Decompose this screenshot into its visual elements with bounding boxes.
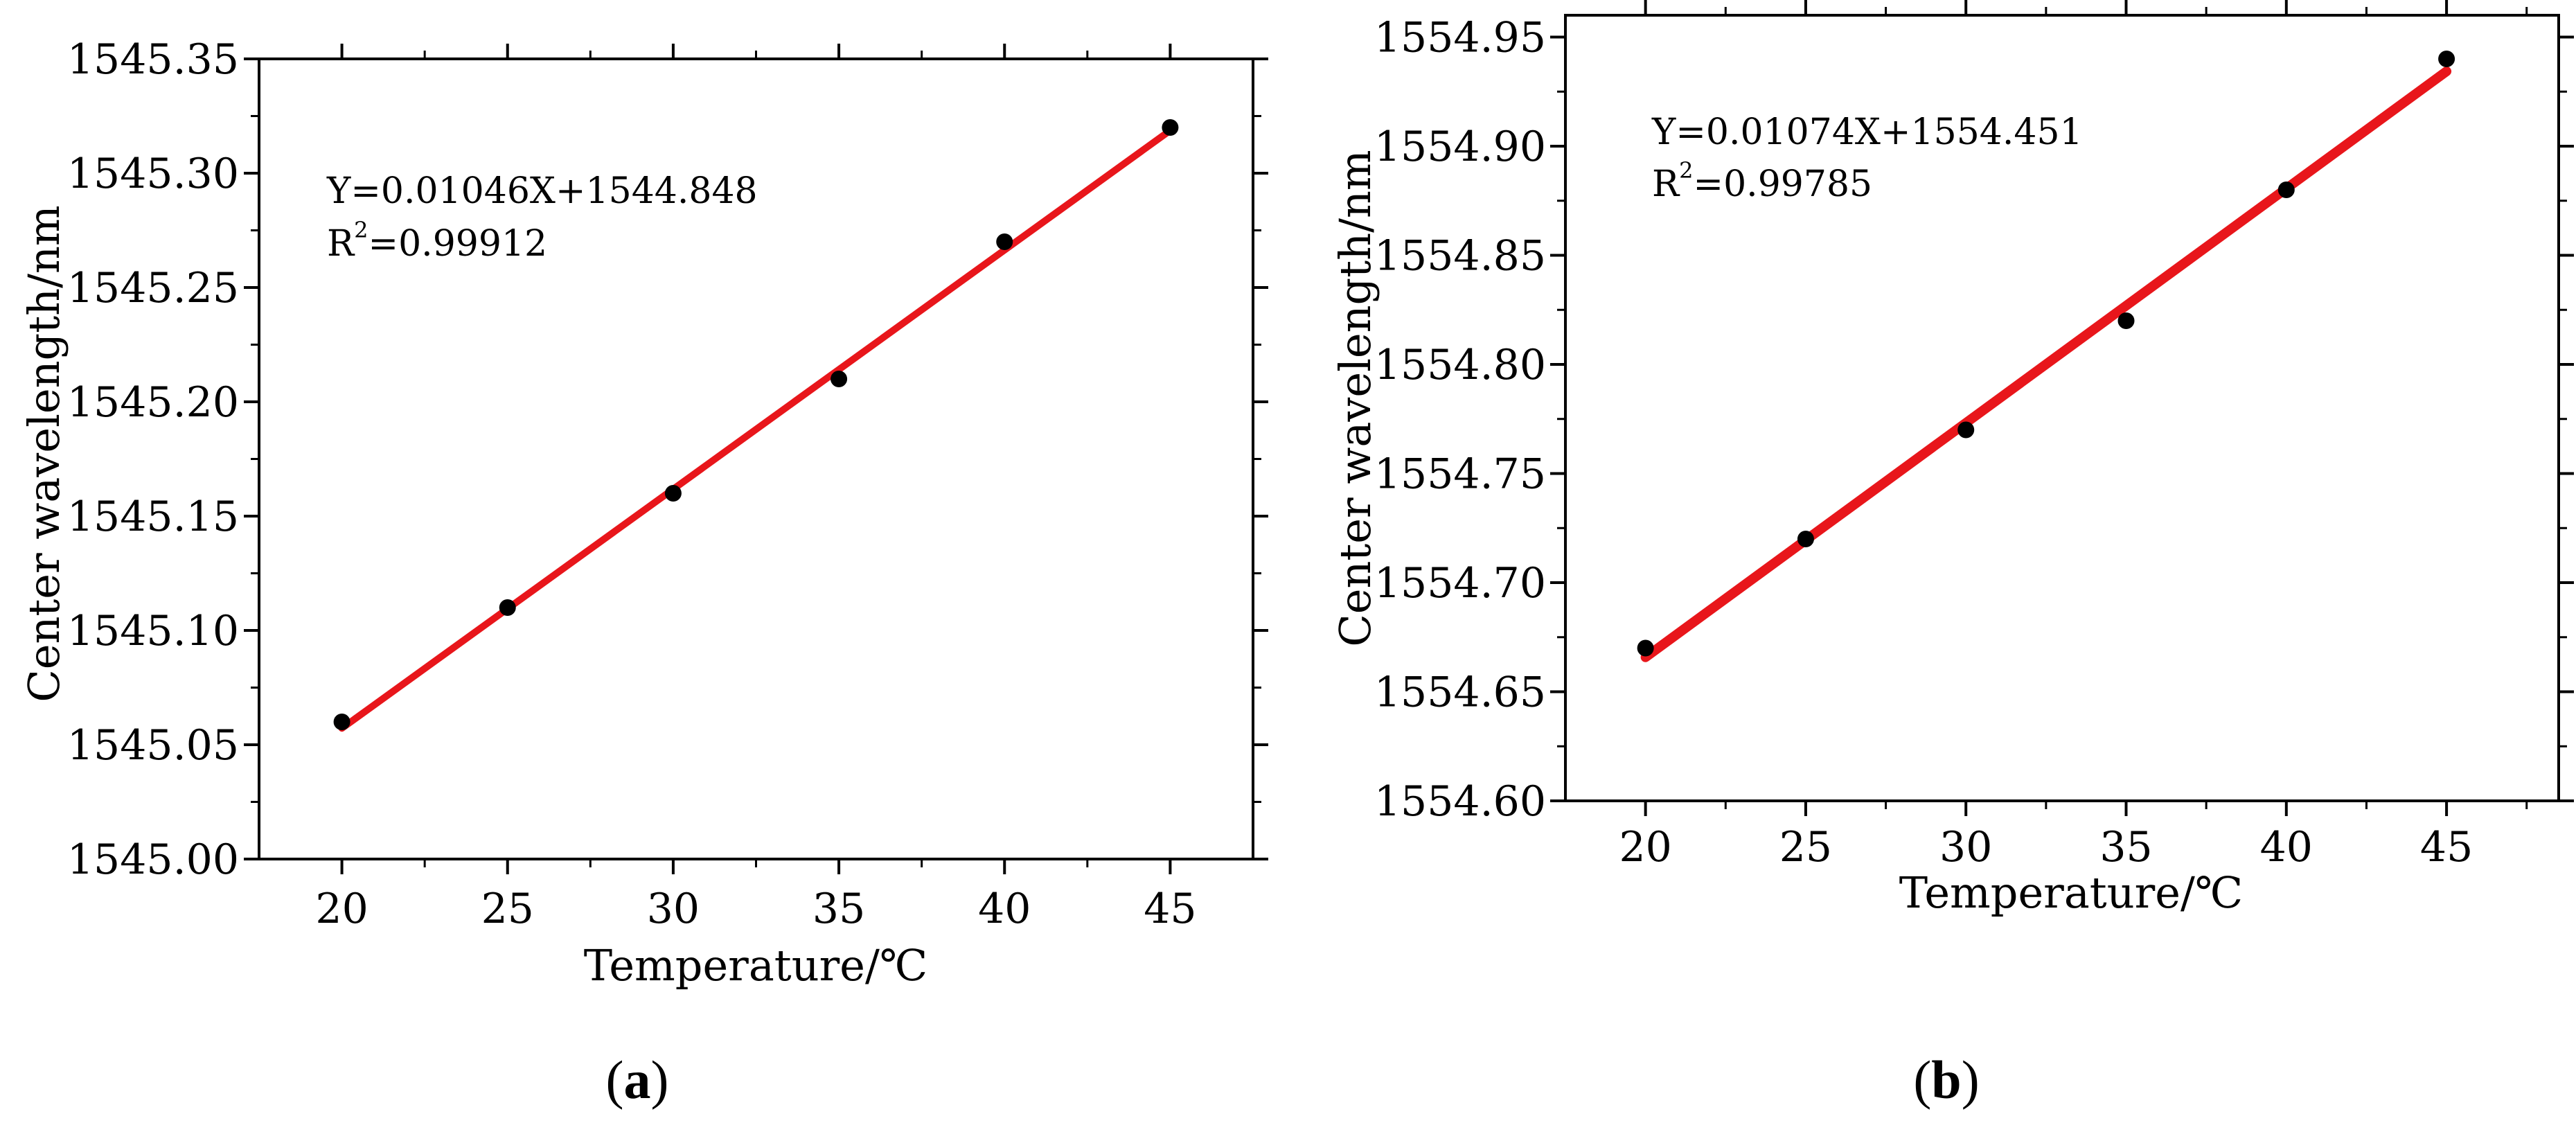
- fit-line-b: [1640, 66, 2452, 662]
- y-tick-label-a: 1545.30: [67, 150, 239, 198]
- y-tick-label-b: 1554.85: [1374, 232, 1546, 281]
- data-point-b: [1637, 639, 1654, 657]
- x-tick-label-b: 45: [2420, 823, 2473, 872]
- y-tick-label-b: 1554.65: [1374, 669, 1546, 717]
- y-tick-label-a: 1545.20: [67, 378, 239, 427]
- r2-text-b: R2=0.99785: [1652, 157, 1872, 205]
- r2-value-a: =0.99912: [368, 223, 548, 265]
- data-point-a: [996, 233, 1013, 250]
- y-tick-label-a: 1545.35: [67, 35, 239, 84]
- equation-text-a: Y=0.01046X+1544.848: [326, 170, 758, 212]
- x-tick-label-b: 30: [1939, 823, 1992, 872]
- x-axis-label-a: Temperature/℃: [584, 940, 927, 991]
- r2-value-b: =0.99785: [1694, 163, 1873, 205]
- data-point-a: [664, 485, 682, 502]
- x-tick-labels-a: 20 25 30 35 40 45: [315, 885, 1196, 933]
- caption-letter-a: a: [624, 1050, 651, 1110]
- x-tick-label-b: 35: [2099, 823, 2152, 872]
- fit-line-a: [338, 127, 1174, 732]
- x-tick-label-a: 35: [812, 885, 865, 933]
- ticks-b: [1550, 0, 2574, 816]
- data-point-a: [333, 714, 350, 730]
- x-tick-labels-b: 20 25 30 35 40 45: [1619, 823, 2473, 872]
- r2-prefix-b: R: [1652, 163, 1680, 205]
- caption-close-b: ): [1962, 1050, 1980, 1110]
- x-tick-label-a: 20: [315, 885, 368, 933]
- x-tick-label-b: 20: [1619, 823, 1671, 872]
- data-point-b: [2117, 312, 2135, 329]
- y-tick-label-a: 1545.25: [67, 264, 239, 312]
- ticks-a: [244, 44, 1268, 874]
- y-tick-label-b: 1554.70: [1374, 559, 1546, 608]
- y-tick-label-a: 1545.05: [67, 721, 239, 770]
- y-tick-label-b: 1554.95: [1374, 14, 1546, 62]
- caption-open-a: (: [606, 1050, 624, 1110]
- panel-caption-b: (b): [1913, 1050, 1979, 1110]
- x-tick-label-a: 45: [1144, 885, 1196, 933]
- data-point-b: [2438, 51, 2455, 67]
- y-axis-label-b: Center wavelength/nm: [1330, 150, 1380, 646]
- x-tick-label-a: 25: [481, 885, 534, 933]
- x-axis-label-b: Temperature/℃: [1899, 867, 2243, 918]
- r2-sup-a: 2: [354, 217, 368, 243]
- r2-sup-b: 2: [1679, 157, 1693, 184]
- y-tick-label-b: 1554.60: [1374, 777, 1546, 826]
- data-point-a: [499, 599, 516, 616]
- y-tick-label-b: 1554.80: [1374, 341, 1546, 389]
- x-tick-label-a: 40: [978, 885, 1031, 933]
- y-tick-label-b: 1554.75: [1374, 450, 1546, 499]
- caption-close-a: ): [651, 1050, 669, 1110]
- x-tick-label-b: 40: [2260, 823, 2313, 872]
- r2-text-a: R2=0.99912: [327, 217, 547, 265]
- x-tick-label-a: 30: [647, 885, 700, 933]
- data-points-a: [333, 119, 1179, 730]
- chart-panel-a: 1545.00 1545.05 1545.10 1545.15 1545.20 1545.…: [19, 35, 1268, 1110]
- y-tick-label-a: 1545.15: [67, 493, 239, 541]
- y-axis-label-a: Center wavelength/nm: [19, 205, 69, 702]
- data-point-a: [1162, 119, 1179, 136]
- y-tick-labels-b: 1554.60 1554.65 1554.70 1554.75 1554.80 1554.…: [1374, 14, 1546, 826]
- data-point-a: [830, 371, 848, 387]
- y-tick-label-a: 1545.00: [67, 835, 239, 884]
- x-tick-label-b: 25: [1779, 823, 1832, 872]
- y-tick-labels-a: 1545.00 1545.05 1545.10 1545.15 1545.20 1545.…: [67, 35, 239, 884]
- r2-prefix-a: R: [327, 223, 355, 265]
- data-points-b: [1637, 51, 2455, 657]
- y-tick-label-b: 1554.90: [1374, 123, 1546, 171]
- y-tick-label-a: 1545.10: [67, 607, 239, 655]
- data-point-b: [2277, 182, 2295, 198]
- data-point-b: [1797, 531, 1814, 547]
- panel-caption-a: (a): [606, 1050, 669, 1110]
- plot-frame-b: [1564, 14, 2560, 802]
- chart-panel-b: 1554.60 1554.65 1554.70 1554.75 1554.80 1554.…: [1330, 0, 2574, 1110]
- caption-open-b: (: [1913, 1050, 1931, 1110]
- data-point-b: [1957, 421, 1975, 439]
- caption-letter-b: b: [1931, 1050, 1961, 1110]
- equation-text-b: Y=0.01074X+1554.451: [1651, 112, 2083, 153]
